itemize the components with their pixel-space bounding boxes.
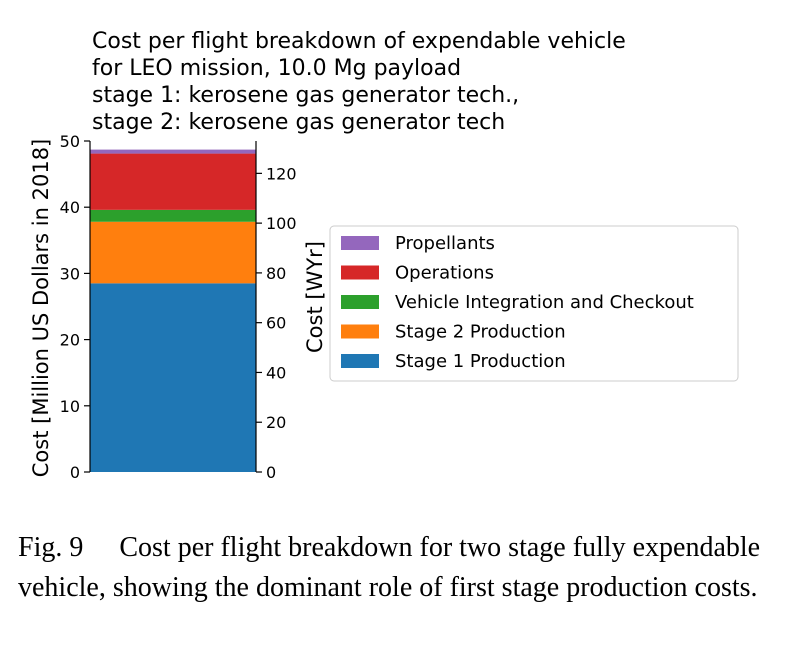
legend-frame — [329, 225, 739, 382]
left-tick-label: 40 — [60, 198, 80, 217]
figure-caption: Fig. 9 Cost per flight breakdown for two … — [18, 528, 784, 608]
right-y-axis-label: Cost [WYr] — [303, 241, 327, 353]
legend-label-stage-2-production: Stage 2 Production — [395, 322, 566, 343]
legend-swatch-propellants — [341, 236, 379, 250]
right-tick-label: 0 — [266, 463, 276, 482]
right-tick-label: 100 — [266, 214, 297, 233]
bar-segment-stage-2-production — [90, 221, 256, 284]
bar-segment-stage-1-production — [90, 283, 256, 472]
figure-number: Fig. 9 — [18, 532, 84, 563]
legend-swatch-stage-1-production — [341, 354, 379, 368]
right-tick-label: 80 — [266, 264, 286, 283]
right-y-axis: 0 20 40 60 80 100 120 — [255, 141, 297, 482]
title-line-2: for LEO mission, 10.0 Mg payload — [92, 56, 461, 81]
legend-swatch-vehicle-integration-and-checkout — [341, 295, 379, 309]
legend-swatch-operations — [341, 265, 379, 280]
left-y-axis-label: Cost [Million US Dollars in 2018] — [29, 139, 53, 477]
bar-stack — [90, 149, 256, 472]
title-line-1: Cost per flight breakdown of expendable … — [92, 29, 626, 54]
caption-text: Cost per flight breakdown for two stage … — [18, 532, 761, 603]
left-tick-label: 30 — [60, 264, 80, 283]
bar-segment-vehicle-integration-and-checkout — [90, 209, 256, 222]
right-tick-label: 120 — [266, 164, 297, 183]
legend-label-vehicle-integration-and-checkout: Vehicle Integration and Checkout — [395, 292, 694, 313]
left-tick-label: 20 — [60, 331, 80, 350]
legend-label-stage-1-production: Stage 1 Production — [395, 351, 566, 372]
left-y-axis: 0 10 20 30 40 50 — [60, 132, 91, 482]
legend-swatch-stage-2-production — [341, 324, 379, 339]
left-tick-label: 50 — [60, 132, 80, 151]
legend: Propellants Operations Vehicle Integration… — [329, 225, 739, 382]
right-tick-label: 60 — [266, 314, 286, 333]
title-line-3: stage 1: kerosene gas generator tech., — [92, 83, 519, 108]
left-tick-label: 0 — [70, 463, 80, 482]
right-tick-label: 40 — [266, 363, 286, 382]
left-tick-label: 10 — [60, 397, 80, 416]
chart-title: Cost per flight breakdown of expendable … — [92, 29, 626, 135]
stacked-bar-chart: Cost per flight breakdown of expendable … — [29, 29, 739, 482]
legend-label-propellants: Propellants — [395, 233, 495, 254]
bar-segment-propellants — [90, 149, 256, 154]
right-tick-label: 20 — [266, 413, 286, 432]
legend-label-operations: Operations — [395, 263, 494, 284]
title-line-4: stage 2: kerosene gas generator tech — [92, 110, 505, 135]
bar-segment-operations — [90, 153, 256, 210]
